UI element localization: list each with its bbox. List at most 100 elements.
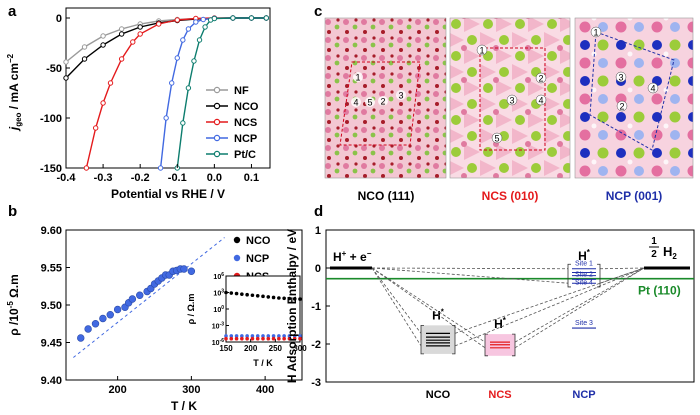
inset-data-point — [282, 336, 286, 341]
data-point — [263, 15, 269, 21]
site-label: 3 — [509, 96, 514, 106]
y-tick-label: 9.45 — [41, 338, 62, 350]
inset-data-point — [277, 336, 281, 341]
inset-x-tick-label: 200 — [244, 344, 258, 353]
data-point — [136, 291, 144, 299]
site-label: 2 — [380, 97, 385, 107]
inset-x-tick-label: 150 — [219, 344, 233, 353]
nco-unit-cell — [339, 61, 421, 146]
site-marker — [535, 94, 547, 106]
inset-data-point — [261, 294, 265, 299]
site-marker — [365, 97, 375, 107]
data-point — [92, 125, 99, 131]
inset-data-point — [266, 336, 271, 341]
site-marker — [506, 94, 518, 106]
data-point — [77, 334, 85, 342]
data-point — [81, 44, 88, 50]
site-label: 5 — [494, 134, 499, 144]
y-axis-label-a: jgeo / mA cm−2 — [6, 53, 23, 132]
site-label: 1 — [355, 73, 360, 83]
data-point — [196, 37, 203, 43]
ncp-bracket-left — [567, 263, 571, 288]
final-frac-num: 1 — [651, 236, 657, 247]
y-tick-label: -3 — [311, 377, 321, 389]
x-tick-label: -0.1 — [168, 172, 187, 184]
inset-data-point — [224, 290, 228, 295]
x-tick-label: 400 — [256, 384, 274, 396]
inset-data-point — [277, 334, 281, 338]
site-label: 4 — [650, 84, 655, 94]
connector-line — [371, 267, 422, 334]
structure-caption: NCO (111) — [358, 189, 415, 203]
x-tick-label: 200 — [108, 384, 126, 396]
inset-data-point — [234, 336, 239, 341]
ncp-site-label: Site 3 — [575, 320, 593, 327]
inset-data-point — [255, 294, 260, 298]
site-label: 5 — [367, 98, 372, 108]
legend-marker — [213, 118, 221, 126]
ncp-unit-cell — [589, 31, 675, 151]
series-line-ptc — [176, 17, 267, 169]
ncp-bracket-right — [597, 263, 601, 288]
inset-x-tick-label: 250 — [269, 344, 283, 353]
panel-d: d 1 0 -1 -2 -3 H Adsorption Enthalpy / eV Pt… — [285, 203, 695, 401]
data-point — [99, 314, 107, 323]
inset-data-point — [245, 334, 249, 338]
ncp-site-label: Site 1 — [575, 261, 593, 268]
data-point — [180, 37, 186, 43]
y-tick-label: -1 — [311, 301, 321, 313]
y-axis-label-d: H Adsorption Enthalpy / eV — [285, 229, 299, 383]
x-tick-label: -0.2 — [131, 172, 150, 184]
inset-data-point — [261, 336, 265, 341]
y-tick-label: -2 — [311, 339, 321, 351]
site-marker — [647, 82, 659, 94]
x-axis-label-b: T / K — [171, 399, 197, 413]
connector-line — [514, 267, 645, 349]
site-label: 2 — [619, 102, 624, 112]
data-point — [185, 85, 192, 91]
data-point — [157, 165, 164, 171]
site-label: 1 — [479, 46, 484, 56]
data-point — [191, 58, 197, 64]
nco-bracket-right — [452, 324, 456, 355]
inset-data-point — [266, 334, 271, 338]
connector-line — [371, 267, 569, 284]
site-marker — [616, 100, 628, 112]
inset-data-point — [250, 334, 255, 338]
data-point — [163, 115, 169, 121]
series-line-ncp — [159, 17, 267, 169]
category-label: NCO — [426, 389, 451, 401]
connector-line — [454, 267, 645, 347]
site-label: 1 — [593, 28, 598, 38]
ncp-site-label: Site 2 — [575, 272, 593, 279]
data-point — [200, 16, 206, 23]
site-marker — [378, 96, 388, 106]
data-point — [100, 100, 106, 106]
inset-data-point — [266, 295, 271, 299]
inset-data-point — [282, 296, 286, 301]
inset-y-tick-label: 103 — [213, 289, 224, 298]
y-tick-label: 0 — [56, 13, 62, 25]
data-point — [63, 75, 69, 81]
inset-data-point — [287, 296, 292, 301]
legend-marker — [233, 236, 241, 244]
data-point — [211, 15, 218, 22]
series-line-nco — [65, 17, 267, 79]
inset-data-point — [224, 336, 228, 341]
y-tick-label: -50 — [46, 63, 62, 75]
inset-data-point — [224, 334, 228, 338]
data-point — [193, 19, 199, 25]
y-axis-label-b: ρ /10-5 Ω.m — [6, 274, 21, 336]
ncs-hstar-label: H* — [494, 316, 507, 331]
data-point — [83, 165, 90, 171]
legend-marker — [233, 254, 241, 262]
data-point — [174, 55, 180, 61]
inset-data-point — [282, 334, 286, 338]
panel-b: b 200 300 400 9.60 9.55 9.50 9.45 9.40 T / K ρ … — [6, 203, 307, 413]
panel-a: a -0.4 -0.3 -0.2 -0.1 0.0 0.1 0 -50 -100 -150 Pot… — [6, 3, 271, 201]
site-marker — [396, 90, 406, 100]
legend-marker — [213, 86, 221, 94]
connector-line — [599, 267, 645, 270]
